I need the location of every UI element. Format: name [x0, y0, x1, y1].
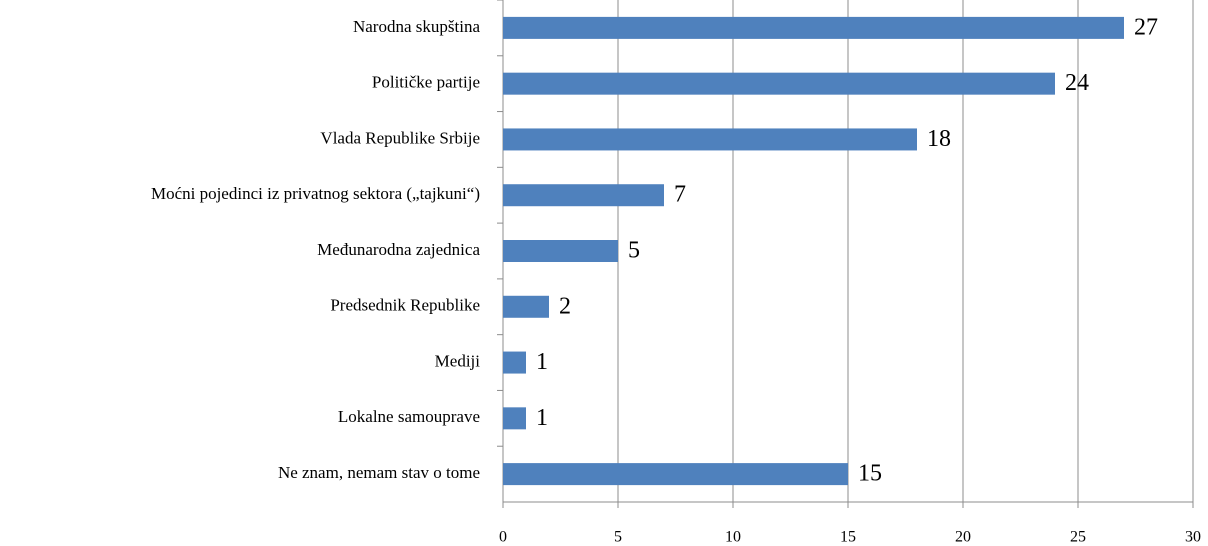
x-tick-label: 0 — [499, 529, 507, 546]
x-tick-label: 10 — [725, 529, 741, 546]
bar — [503, 16, 1124, 39]
x-tick-label: 25 — [1070, 529, 1086, 546]
value-label: 18 — [927, 126, 951, 152]
value-label: 5 — [628, 238, 640, 264]
bar — [503, 463, 848, 486]
y-tick-label: Vlada Republike Srbije — [320, 128, 480, 147]
value-label: 2 — [559, 293, 571, 319]
y-tick-label: Predsednik Republike — [330, 296, 480, 315]
x-tick-label: 15 — [840, 529, 856, 546]
y-tick-label: Međunarodna zajednica — [317, 240, 480, 259]
x-tick-label: 5 — [614, 529, 622, 546]
bar — [503, 240, 618, 262]
y-tick-label: Lokalne samouprave — [338, 407, 480, 426]
bar — [503, 184, 664, 207]
value-label: 15 — [858, 461, 882, 487]
bar — [503, 295, 549, 318]
y-tick-label: Ne znam, nemam stav o tome — [278, 463, 480, 482]
bar — [503, 351, 526, 374]
y-tick-label: Narodna skupština — [353, 17, 480, 36]
value-label: 1 — [536, 405, 548, 431]
y-tick-label: Moćni pojedinci iz privatnog sektora („t… — [151, 184, 480, 203]
bar — [503, 407, 526, 430]
y-tick-label: Mediji — [435, 351, 481, 370]
value-label: 1 — [536, 349, 548, 375]
x-tick-label: 30 — [1185, 529, 1201, 546]
x-tick-label: 20 — [955, 529, 971, 546]
value-label: 7 — [674, 182, 686, 208]
bar — [503, 128, 917, 151]
value-label: 24 — [1065, 70, 1089, 96]
bar — [503, 72, 1055, 95]
y-tick-label: Političke partije — [372, 73, 480, 92]
value-label: 27 — [1134, 14, 1158, 40]
